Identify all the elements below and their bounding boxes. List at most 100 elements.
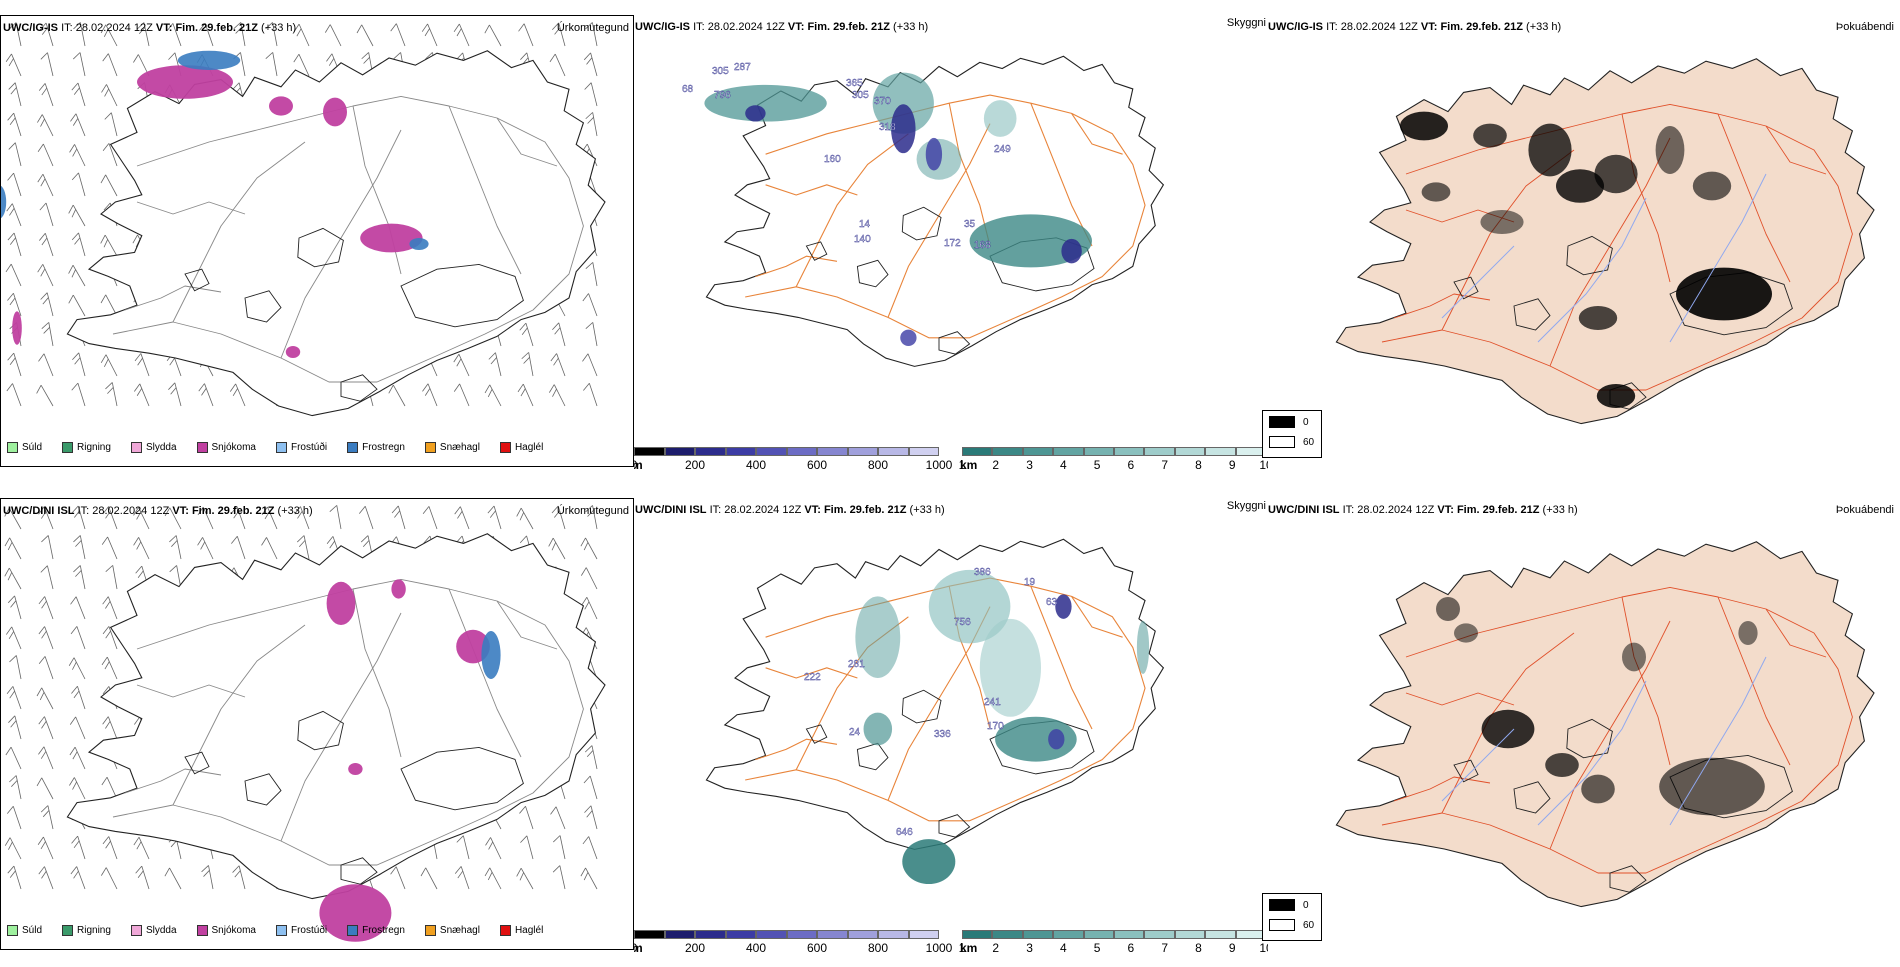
road-line bbox=[136, 684, 246, 698]
precip-area-snow bbox=[269, 96, 293, 116]
colorbar-segment bbox=[786, 930, 817, 939]
wind-barb bbox=[265, 52, 278, 77]
precip-type-panel: UWC/DINI ISL IT: 28.02.2024 12Z VT: Fim.… bbox=[0, 498, 634, 950]
colorbar-tick-label: 10 bbox=[1259, 458, 1268, 472]
colorbar-segment bbox=[847, 447, 878, 456]
wind-barb bbox=[101, 656, 118, 680]
fog-area bbox=[1578, 306, 1618, 330]
glacier-outline bbox=[400, 746, 524, 811]
valid-time: Fim. 29.feb. 21Z bbox=[175, 22, 258, 34]
fog-legend-item: 0 bbox=[1269, 899, 1309, 911]
glacier-outline bbox=[1566, 235, 1613, 276]
cloudbase-label: 68 bbox=[682, 84, 694, 95]
road-line bbox=[1549, 137, 1671, 367]
colorbar-tick-label: 7 bbox=[1161, 458, 1168, 472]
lead-time: (+33 h) bbox=[893, 21, 929, 33]
panel-title: UWC/DINI ISL IT: 28.02.2024 12Z VT: Fim.… bbox=[1268, 504, 1578, 516]
colorbar-segment bbox=[878, 447, 909, 456]
cloudbase-label: 249 bbox=[994, 144, 1011, 155]
colorbar-tick-label: 800 bbox=[867, 941, 889, 955]
road-line bbox=[136, 201, 246, 215]
legend-item: Snæhagl bbox=[424, 442, 480, 453]
road-line bbox=[1071, 596, 1123, 638]
wind-barb bbox=[4, 507, 22, 530]
colorbar-segment bbox=[1053, 930, 1084, 939]
wind-barb bbox=[8, 82, 22, 107]
wind-barb bbox=[68, 294, 86, 317]
road-line bbox=[1393, 293, 1491, 319]
colorbar-segment bbox=[664, 930, 695, 939]
wind-barb bbox=[421, 23, 438, 47]
legend-label: Snjókoma bbox=[211, 925, 256, 936]
cloudbase_bar-colorbar bbox=[634, 447, 939, 456]
legend-swatch bbox=[196, 925, 208, 936]
wind-barb bbox=[456, 835, 470, 860]
wind-barb bbox=[72, 352, 86, 377]
wind-barb bbox=[133, 836, 150, 860]
colorbar-segment bbox=[1113, 930, 1145, 939]
visibility-title: Skyggni bbox=[1226, 17, 1266, 29]
road-line bbox=[448, 588, 522, 758]
model-name: UWC/IG-IS bbox=[635, 21, 690, 33]
wind-barb bbox=[133, 507, 150, 530]
wind-barb bbox=[105, 382, 118, 407]
wind-barb bbox=[36, 687, 54, 710]
wind-barb bbox=[104, 112, 118, 137]
colorbar-segment bbox=[908, 930, 939, 939]
legend-label: Frostregn bbox=[362, 925, 405, 936]
legend-item: Haglél bbox=[499, 442, 543, 453]
colorbar-tick-label: 2 bbox=[992, 458, 1000, 472]
cloudbase-label: 336 bbox=[934, 729, 951, 740]
wind-barb bbox=[71, 82, 86, 107]
wind-barb bbox=[37, 264, 54, 287]
wind-barb bbox=[102, 506, 118, 530]
legend-label: Rigning bbox=[77, 442, 111, 453]
wind-barb bbox=[454, 866, 470, 890]
colorbar-segment bbox=[1205, 930, 1236, 939]
colorbar-segment bbox=[634, 930, 665, 939]
wind-barb bbox=[388, 384, 406, 407]
visibility-area bbox=[855, 596, 901, 678]
fog-area bbox=[1421, 182, 1451, 202]
wind-barb bbox=[550, 353, 566, 377]
legend-swatch bbox=[275, 442, 287, 453]
colorbar-segment bbox=[817, 930, 848, 939]
wind-barb bbox=[197, 537, 214, 560]
wind-barb bbox=[261, 537, 278, 560]
colorbar-segment bbox=[962, 447, 993, 456]
colorbar-segment bbox=[1144, 447, 1175, 456]
wind-barb bbox=[5, 53, 22, 77]
legend-item: Rigning bbox=[62, 442, 111, 453]
wind-barb bbox=[38, 746, 54, 770]
vt-label: VT: bbox=[1437, 504, 1454, 516]
wind-barb bbox=[102, 596, 118, 620]
wind-barb bbox=[39, 22, 54, 47]
fog-legend-swatch bbox=[1269, 899, 1295, 911]
legend-item: Slydda bbox=[130, 442, 177, 453]
wind-barb bbox=[198, 23, 214, 47]
road-line bbox=[1765, 125, 1827, 175]
wind-barb bbox=[6, 383, 22, 407]
glacier-outline bbox=[340, 374, 378, 402]
legend-item: Rigning bbox=[62, 925, 111, 936]
colorbar-tick-label: 8 bbox=[1195, 458, 1202, 472]
precip-area-snow bbox=[348, 763, 363, 775]
wind-barb bbox=[36, 384, 54, 407]
colorbar-segment bbox=[1083, 447, 1114, 456]
colorbar-tick-label: 1000 bbox=[925, 458, 953, 472]
wind-barb bbox=[70, 113, 86, 137]
wind-barb bbox=[71, 505, 86, 530]
wind-barb bbox=[133, 537, 150, 560]
cloudbase_bar-colorbar bbox=[634, 930, 939, 939]
legend-swatch bbox=[424, 925, 436, 936]
glacier-outline bbox=[856, 259, 889, 288]
visibility-area bbox=[902, 839, 956, 885]
wind-barb bbox=[102, 626, 118, 650]
wind-barb bbox=[168, 382, 182, 407]
colorbar-tick-label: 5 bbox=[1093, 458, 1101, 472]
precip-area-snow bbox=[391, 579, 406, 599]
wind-barb bbox=[293, 23, 310, 47]
wind-barb bbox=[201, 865, 214, 890]
visibility-area bbox=[979, 618, 1041, 717]
